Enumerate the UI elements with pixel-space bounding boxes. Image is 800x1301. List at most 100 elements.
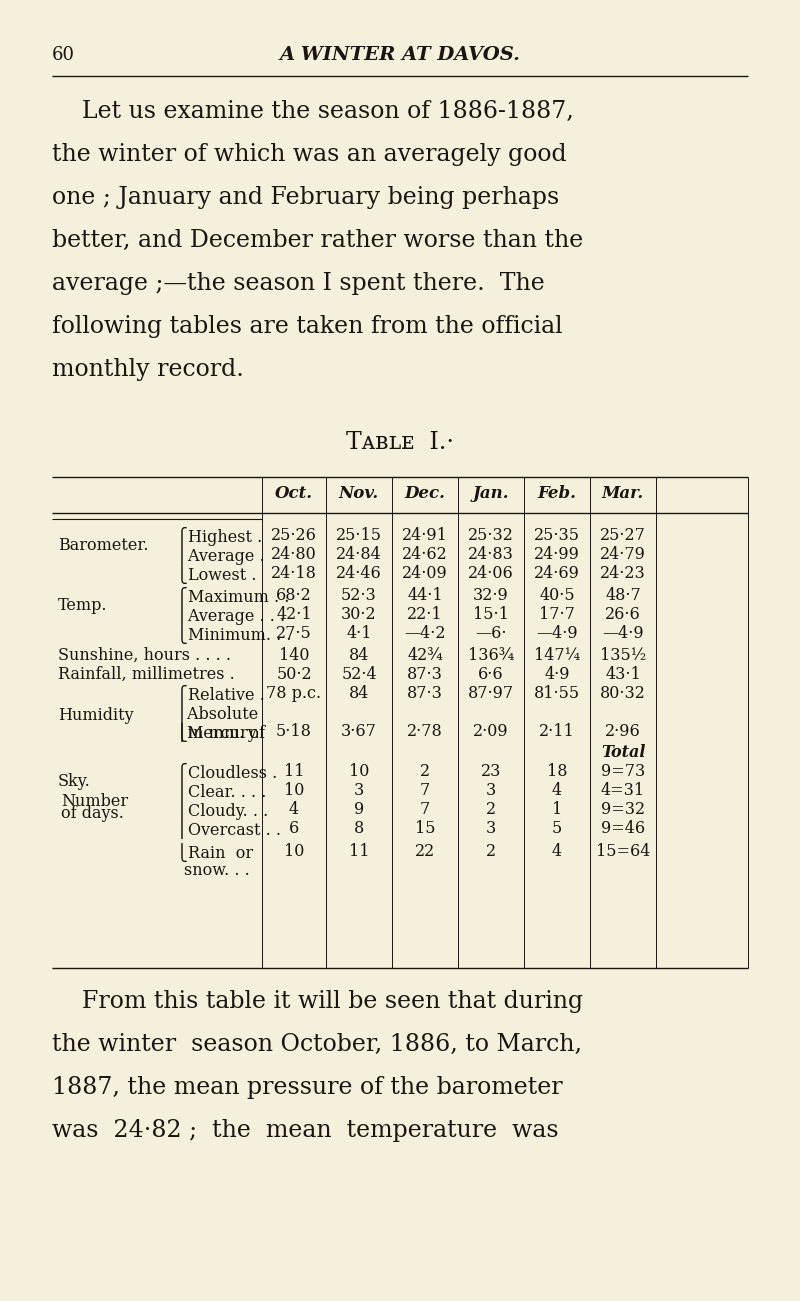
Text: 10: 10 [284,782,304,799]
Text: Feb.: Feb. [538,485,577,502]
Text: From this table it will be seen that during: From this table it will be seen that dur… [52,990,583,1013]
Text: 6: 6 [289,820,299,837]
Text: —4·9: —4·9 [536,624,578,641]
Text: 136¾: 136¾ [468,647,514,664]
Text: snow. . .: snow. . . [184,863,250,879]
Text: 87·97: 87·97 [468,686,514,703]
Text: 135½: 135½ [600,647,646,664]
Text: 4: 4 [289,801,299,818]
Text: Tᴀʙʟᴇ  I.·: Tᴀʙʟᴇ I.· [346,431,454,454]
Text: 24·46: 24·46 [336,565,382,582]
Text: 4: 4 [552,843,562,860]
Text: ⎪Overcast . .: ⎪Overcast . . [176,820,281,839]
Text: ⎪Cloudy. . .: ⎪Cloudy. . . [176,801,268,820]
Text: 9=32: 9=32 [601,801,645,818]
Text: ⎩Mercury.: ⎩Mercury. [176,723,261,742]
Text: 24·69: 24·69 [534,565,580,582]
Text: of days.: of days. [61,805,124,822]
Text: 8: 8 [354,820,364,837]
Text: average ;—the season I spent there.  The: average ;—the season I spent there. The [52,272,545,295]
Text: 4·1: 4·1 [346,624,372,641]
Text: 9=46: 9=46 [601,820,645,837]
Text: 11: 11 [284,762,304,781]
Text: Sky.: Sky. [58,774,90,791]
Text: 2·09: 2·09 [473,723,509,740]
Text: 6·6: 6·6 [478,666,504,683]
Text: 4=31: 4=31 [601,782,645,799]
Text: Sunshine, hours . . . .: Sunshine, hours . . . . [58,647,231,664]
Text: 24·91: 24·91 [402,527,448,544]
Text: Temp.: Temp. [58,597,107,614]
Text: ⎩Minimum. . .: ⎩Minimum. . . [176,624,291,644]
Text: 4: 4 [552,782,562,799]
Text: 1887, the mean pressure of the barometer: 1887, the mean pressure of the barometer [52,1076,562,1099]
Text: 9: 9 [354,801,364,818]
Text: —6·: —6· [475,624,506,641]
Text: 25·26: 25·26 [271,527,317,544]
Text: 2: 2 [420,762,430,781]
Text: ⎪Absolute: ⎪Absolute [176,704,259,723]
Text: ⎧Maximum . .: ⎧Maximum . . [176,587,290,606]
Text: 23: 23 [481,762,501,781]
Text: 84: 84 [349,686,369,703]
Text: 25·32: 25·32 [468,527,514,544]
Text: 24·09: 24·09 [402,565,448,582]
Text: ⎪Average .: ⎪Average . [176,546,265,565]
Text: Oct.: Oct. [275,485,313,502]
Text: Rainfall, millimetres .: Rainfall, millimetres . [58,666,234,683]
Text: 24·18: 24·18 [271,565,317,582]
Text: 24·23: 24·23 [600,565,646,582]
Text: —4·2: —4·2 [404,624,446,641]
Text: 42·1: 42·1 [276,606,312,623]
Text: 3: 3 [354,782,364,799]
Text: 24·99: 24·99 [534,546,580,563]
Text: 25·35: 25·35 [534,527,580,544]
Text: 22·1: 22·1 [407,606,443,623]
Text: 32·9: 32·9 [473,587,509,604]
Text: 24·06: 24·06 [468,565,514,582]
Text: 25·15: 25·15 [336,527,382,544]
Text: 87·3: 87·3 [407,686,443,703]
Text: one ; January and February being perhaps: one ; January and February being perhaps [52,186,559,209]
Text: 2·96: 2·96 [605,723,641,740]
Text: 7: 7 [420,782,430,799]
Text: ⎧Cloudless .: ⎧Cloudless . [176,762,278,782]
Text: the winter of which was an averagely good: the winter of which was an averagely goo… [52,143,566,167]
Text: 24·84: 24·84 [336,546,382,563]
Text: ⎪Average . . .: ⎪Average . . . [176,606,285,626]
Text: 9=73: 9=73 [601,762,645,781]
Text: 5: 5 [552,820,562,837]
Text: Jan.: Jan. [473,485,510,502]
Text: 15: 15 [414,820,435,837]
Text: 60: 60 [52,46,75,64]
Text: 24·62: 24·62 [402,546,448,563]
Text: Barometer.: Barometer. [58,537,149,554]
Text: 7: 7 [420,801,430,818]
Text: 24·83: 24·83 [468,546,514,563]
Text: 24·79: 24·79 [600,546,646,563]
Text: —4·9: —4·9 [602,624,644,641]
Text: 52·3: 52·3 [341,587,377,604]
Text: 3: 3 [486,782,496,799]
Text: ⎪Clear. . . .: ⎪Clear. . . . [176,782,266,801]
Text: 5·18: 5·18 [276,723,312,740]
Text: 42¾: 42¾ [407,647,443,664]
Text: Let us examine the season of 1886-1887,: Let us examine the season of 1886-1887, [52,100,574,124]
Text: Number: Number [61,792,128,809]
Text: Mar.: Mar. [602,485,644,502]
Text: ⎧Relative .: ⎧Relative . [176,686,265,704]
Text: A WINTER AT DAVOS.: A WINTER AT DAVOS. [279,46,521,64]
Text: 2·11: 2·11 [539,723,575,740]
Text: 87·3: 87·3 [407,666,443,683]
Text: better, and December rather worse than the: better, and December rather worse than t… [52,229,583,252]
Text: 2·78: 2·78 [407,723,443,740]
Text: 4·9: 4·9 [544,666,570,683]
Text: 11: 11 [349,843,370,860]
Text: Dec.: Dec. [405,485,446,502]
Text: Total: Total [601,744,646,761]
Text: 48·7: 48·7 [605,587,641,604]
Text: 15=64: 15=64 [596,843,650,860]
Text: 84: 84 [349,647,369,664]
Text: following tables are taken from the official: following tables are taken from the offi… [52,315,562,338]
Text: the winter  season October, 1886, to March,: the winter season October, 1886, to Marc… [52,1033,582,1056]
